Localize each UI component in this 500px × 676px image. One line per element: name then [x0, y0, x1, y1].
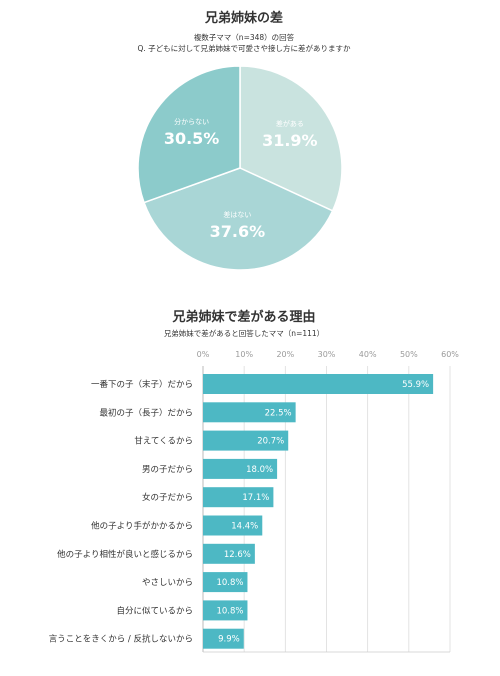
bar-value-label: 20.7%: [257, 437, 284, 447]
x-tick-label: 0%: [197, 350, 210, 359]
pie-slice-value: 31.9%: [262, 131, 318, 150]
bar: [203, 572, 248, 593]
pie-slice: [137, 65, 241, 204]
category-label: 女の子だから: [142, 492, 193, 503]
pie-slice: [239, 65, 343, 212]
category-label: 他の子より相性が良いと感じるから: [57, 549, 193, 560]
category-label: やさしいから: [142, 578, 193, 588]
bar-chart: 一番下の子（末子）だから 55.9% 最初の子（長子）だから 22.5% 甘えてくるから…: [49, 374, 434, 649]
bar-subtitle: 兄弟姉妹で差があると回答したママ（n=111）: [164, 328, 324, 338]
pie-slice-value: 37.6%: [210, 222, 266, 241]
pie-slice-label: 差はない: [223, 210, 251, 219]
x-tick-label: 50%: [400, 350, 418, 359]
bar: [203, 628, 244, 649]
bar-value-label: 22.5%: [265, 408, 292, 418]
bar-value-label: 17.1%: [242, 493, 269, 503]
bar: [203, 402, 296, 423]
pie-subtitle-2: Q. 子どもに対して兄弟姉妹で可愛さや接し方に差がありますか: [138, 43, 351, 53]
bar: [203, 600, 248, 621]
bar-value-label: 55.9%: [402, 380, 429, 390]
pie-title: 兄弟姉妹の差: [204, 10, 283, 26]
category-label: 言うことをきくから / 反抗しないから: [49, 634, 193, 645]
bar-value-label: 18.0%: [246, 465, 273, 475]
pie-subtitle-1: 複数子ママ（n=348）の回答: [194, 32, 295, 42]
pie-slice-label: 分からない: [174, 117, 209, 126]
category-label: 他の子より手がかかるから: [91, 521, 193, 532]
x-tick-label: 20%: [276, 350, 294, 359]
pie-slice-value: 30.5%: [164, 129, 220, 148]
category-label: 甘えてくるから: [134, 436, 193, 447]
bar-value-label: 10.8%: [216, 606, 243, 616]
x-tick-label: 40%: [359, 350, 377, 359]
category-label: 男の子だから: [142, 465, 193, 475]
x-tick-label: 60%: [441, 350, 459, 359]
bar: [203, 515, 263, 536]
x-tick-label: 30%: [318, 350, 336, 359]
bar-value-label: 14.4%: [231, 522, 258, 532]
pie-slice-label: 差がある: [276, 119, 304, 128]
bar-value-label: 12.6%: [224, 550, 251, 560]
bar: [203, 487, 274, 508]
x-tick-label: 10%: [235, 350, 253, 359]
category-label: 自分に似ているから: [116, 605, 193, 616]
category-label: 最初の子（長子）だから: [99, 407, 193, 418]
bar-title: 兄弟姉妹で差がある理由: [171, 309, 315, 325]
pie-chart: 差がある 31.9% 差はない 37.6% 分からない 30.5%: [137, 65, 343, 271]
bar-value-label: 9.9%: [218, 635, 240, 645]
bar: [203, 458, 278, 479]
bar: [203, 430, 289, 451]
bar-axis-ticks: 0% 10% 20% 30% 40% 50% 60%: [197, 350, 460, 359]
bar: [203, 374, 434, 394]
category-label: 一番下の子（末子）だから: [91, 379, 193, 390]
bar-value-label: 10.8%: [216, 578, 243, 588]
bar: [203, 543, 255, 564]
pie-slice: [143, 167, 334, 271]
